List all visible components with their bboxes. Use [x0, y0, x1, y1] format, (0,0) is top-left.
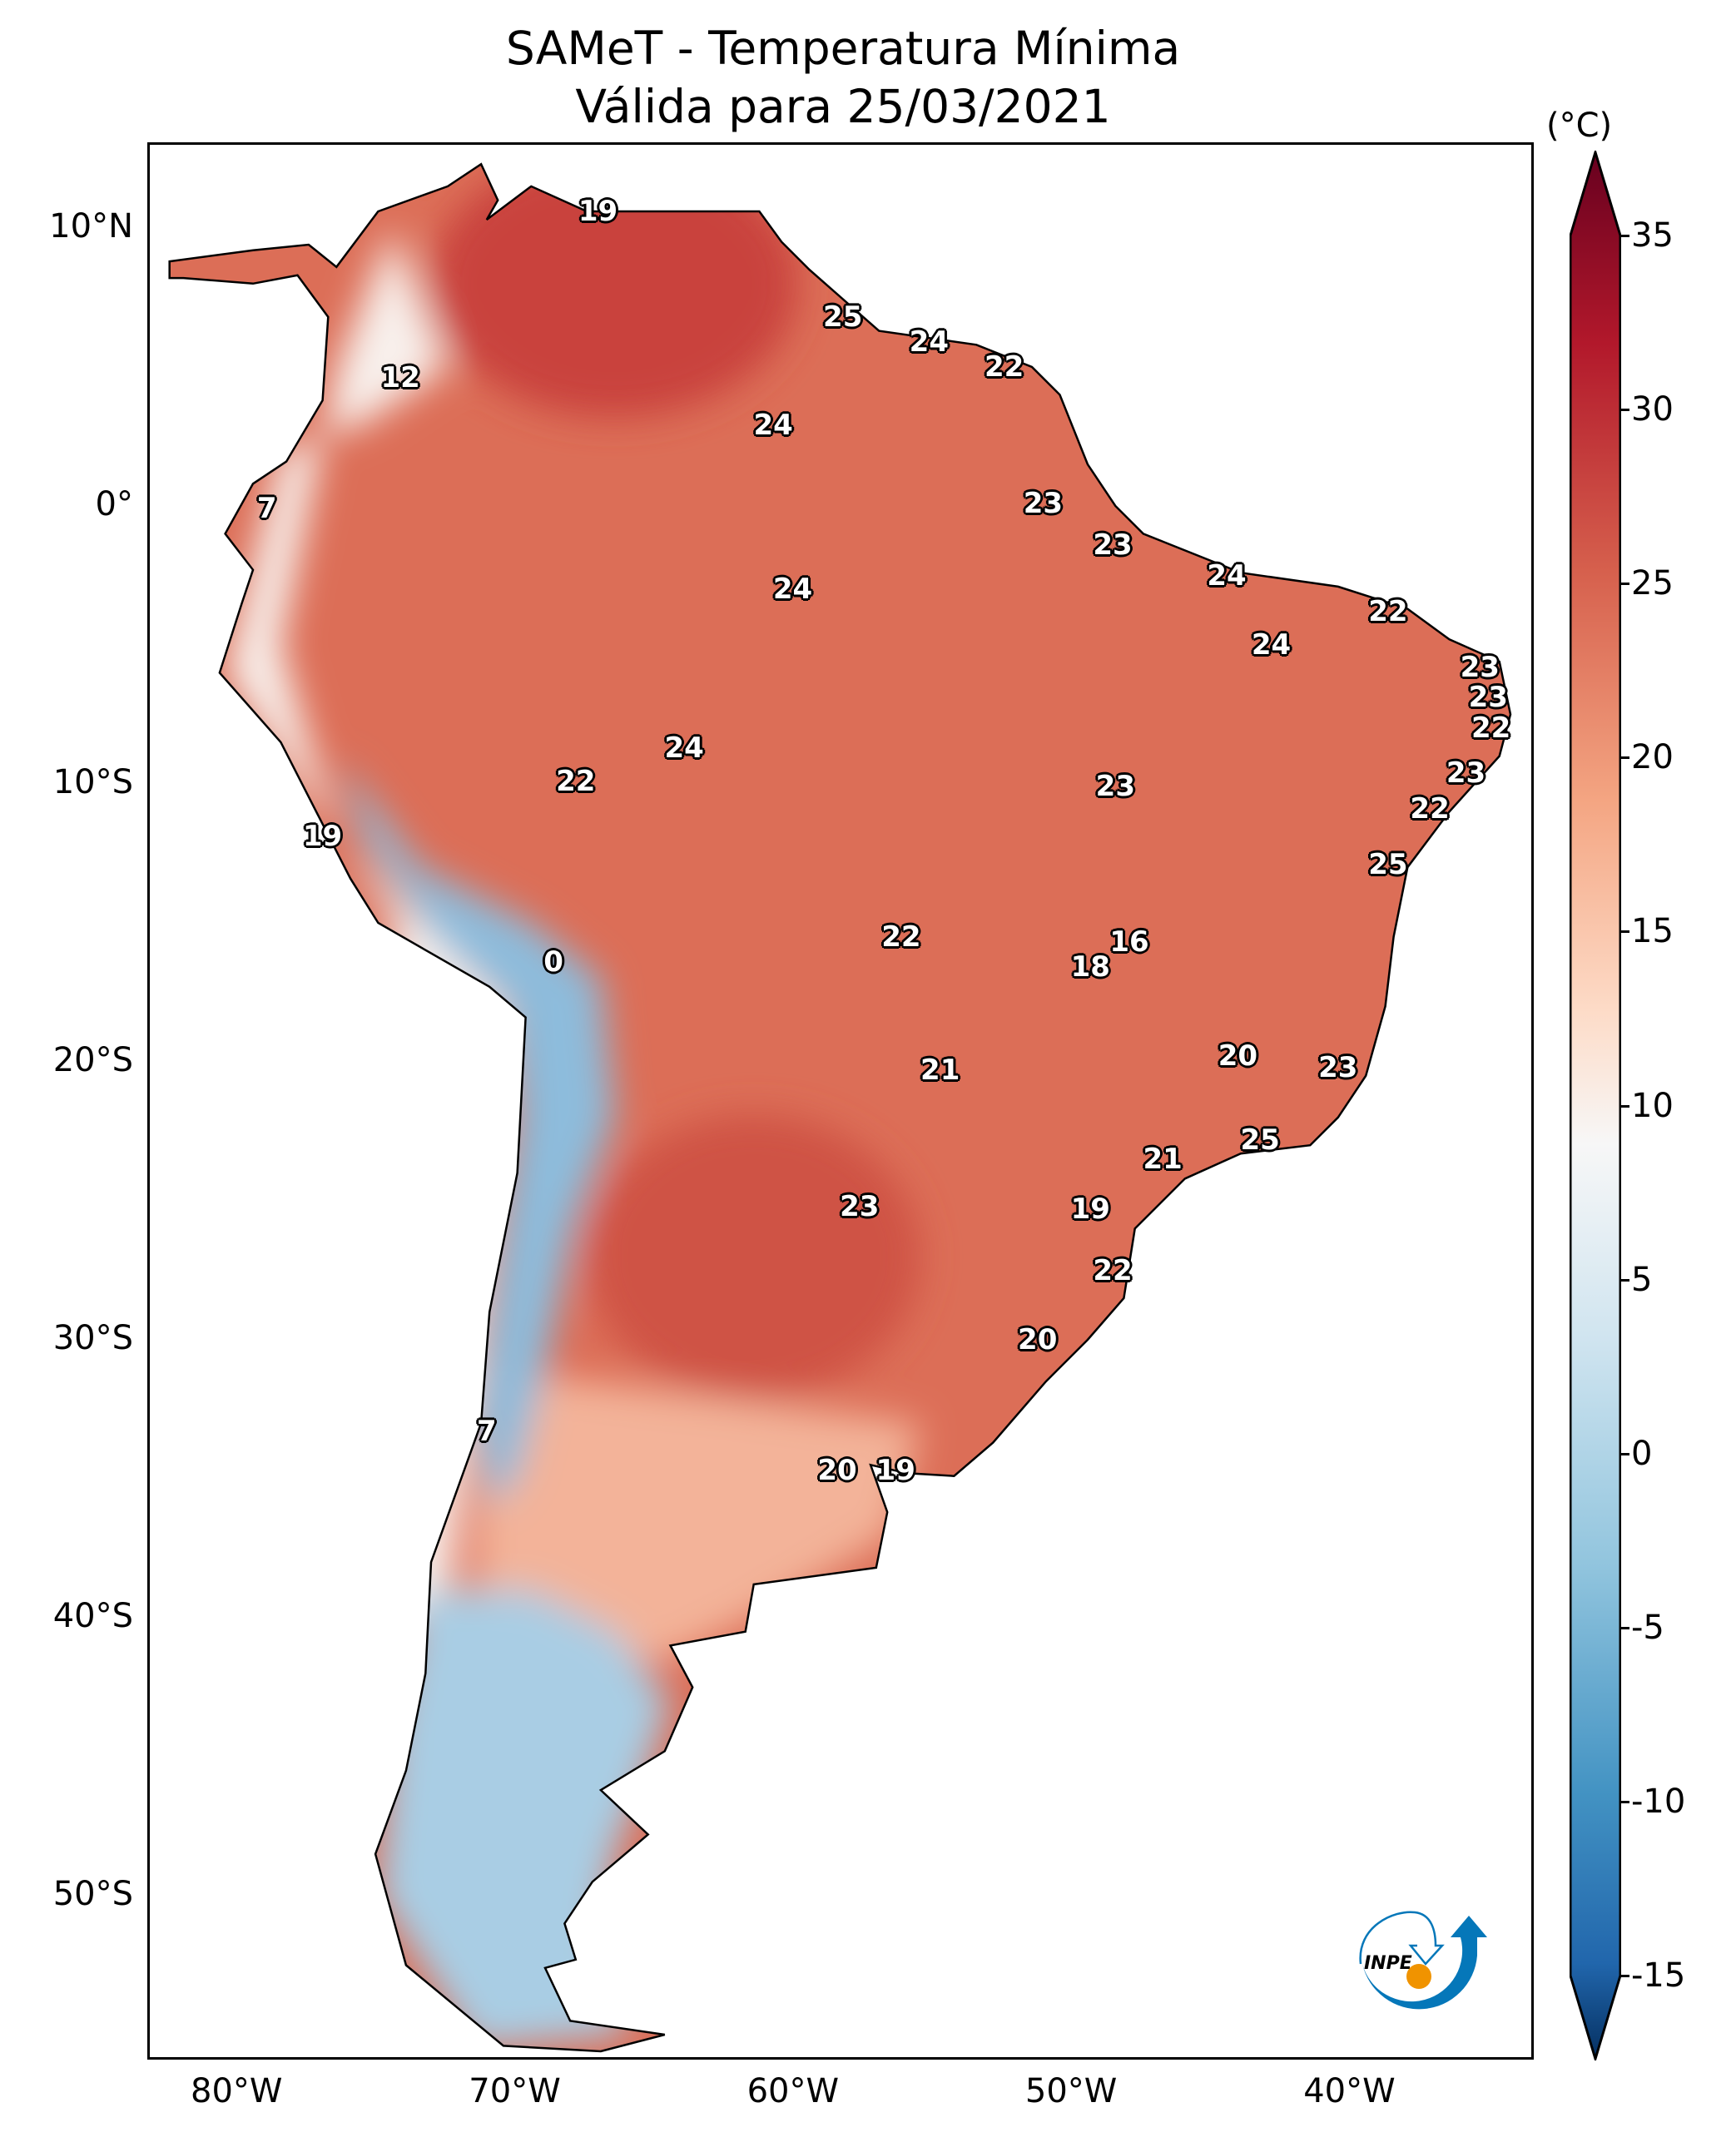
colorbar-tick-mark [1619, 1104, 1629, 1108]
station-value-label: 20 [1018, 1323, 1058, 1356]
colorbar-tick-label: 5 [1631, 1260, 1653, 1299]
lon-tick-label: 60°W [746, 2072, 840, 2110]
station-value-label: 19 [302, 820, 343, 854]
andes-cold-region [336, 756, 615, 1507]
warm-region [587, 1114, 920, 1398]
station-value-label: 20 [1218, 1039, 1258, 1074]
lon-tick-label: 80°W [191, 2072, 283, 2110]
colorbar-tick-mark [1619, 756, 1629, 760]
station-value-label: 7 [476, 1415, 497, 1449]
station-value-label: 20 [817, 1453, 857, 1487]
station-value-label: 25 [823, 300, 863, 334]
coastline [168, 162, 1512, 2053]
colorbar-tick-mark [1619, 1975, 1629, 1977]
continent-fill [169, 164, 1511, 2052]
lat-tick-label: 10°S [52, 763, 133, 801]
station-value-label: 22 [1410, 792, 1450, 826]
colorbar-tick-label: 30 [1631, 390, 1674, 429]
station-value-label: 19 [875, 1453, 915, 1487]
colorbar-tick-mark [1619, 930, 1629, 934]
station-value-label: 24 [664, 731, 704, 765]
colorbar-tick-label: 15 [1631, 912, 1674, 951]
station-value-label: 24 [1251, 628, 1292, 662]
station-value-label: 21 [920, 1054, 960, 1088]
colorbar-tick-mark [1619, 1800, 1629, 1803]
colorbar-tick-label: -5 [1631, 1608, 1664, 1647]
station-value-label: 23 [1318, 1050, 1358, 1084]
station-value-label: 24 [909, 325, 950, 359]
station-value-label: 23 [1446, 756, 1486, 790]
station-value-label: 24 [772, 573, 813, 607]
map-title: SAMeT - Temperatura Mínima [505, 22, 1181, 75]
station-value-label: 22 [556, 764, 596, 798]
colorbar-tick-label: 10 [1631, 1086, 1674, 1125]
colorbar-tick-label: -10 [1631, 1782, 1686, 1821]
station-value-label: 18 [1070, 950, 1110, 984]
station-value-label: 0 [543, 945, 563, 979]
station-value-label: 21 [1143, 1142, 1183, 1176]
colorbar-tick-mark [1619, 1626, 1629, 1629]
station-value-label: 23 [1095, 770, 1135, 804]
lon-tick-label: 70°W [469, 2072, 561, 2110]
lat-tick-label: 0° [95, 485, 133, 523]
station-value-label: 7 [256, 492, 277, 526]
station-value-label: 22 [881, 920, 921, 954]
lon-tick-label: 50°W [1024, 2072, 1118, 2110]
station-value-label: 23 [1093, 528, 1133, 562]
station-value-label: 19 [578, 194, 618, 228]
station-value-label: 16 [1109, 925, 1149, 959]
station-value-label: 24 [753, 409, 793, 443]
colorbar-tick-label: 35 [1631, 216, 1674, 255]
station-value-label: 25 [1240, 1123, 1280, 1157]
colorbar-tick-mark [1619, 235, 1629, 237]
lat-tick-label: 30°S [52, 1319, 133, 1357]
station-value-label: 22 [1093, 1253, 1133, 1287]
lat-tick-label: 40°S [52, 1597, 133, 1635]
colorbar-tick-mark [1619, 583, 1629, 586]
station-value-label: 22 [1368, 594, 1408, 628]
station-value-label: 23 [840, 1189, 880, 1223]
inpe-logo: INPE [1359, 1911, 1487, 2010]
mild-region [475, 1367, 921, 1660]
temperature-map [168, 162, 1512, 2053]
lon-tick-label: 40°W [1303, 2072, 1396, 2110]
colorbar-tick-mark [1619, 409, 1629, 412]
lat-tick-label: 50°S [52, 1875, 133, 1913]
station-value-label: 22 [1471, 712, 1511, 746]
lat-tick-label: 20°S [52, 1041, 133, 1079]
colorbar-tick-label: 25 [1631, 564, 1674, 603]
map-panel: 19 25 24 22 12 24 7 23 23 24 24 22 24 23 23 22 24 23 22 23 2… [147, 142, 1534, 2060]
colorbar-tick-mark [1619, 1278, 1629, 1282]
colorbar [1570, 151, 1621, 2060]
station-value-label: 23 [1023, 486, 1064, 520]
colorbar-tick-mark [1619, 1452, 1629, 1455]
station-value-label: 23 [1460, 650, 1500, 684]
patagonia-cold-region [378, 1589, 671, 2049]
map-subtitle: Válida para 25/03/2021 [575, 80, 1111, 133]
station-value-label: 12 [380, 361, 420, 395]
colorbar-tick-label: -15 [1631, 1956, 1686, 1995]
warm-region [431, 164, 798, 417]
colorbar-tick-label: 0 [1631, 1434, 1653, 1473]
svg-text:INPE: INPE [1364, 1953, 1412, 1974]
colorbar-tick-label: 20 [1631, 738, 1674, 777]
station-value-label: 25 [1368, 847, 1408, 881]
station-value-label: 24 [1207, 558, 1247, 593]
station-value-label: 22 [984, 350, 1024, 384]
lat-tick-label: 10°N [49, 207, 133, 245]
station-value-label: 23 [1468, 681, 1508, 715]
station-value-label: 19 [1070, 1193, 1110, 1227]
colorbar-unit: (°C) [1546, 107, 1613, 145]
